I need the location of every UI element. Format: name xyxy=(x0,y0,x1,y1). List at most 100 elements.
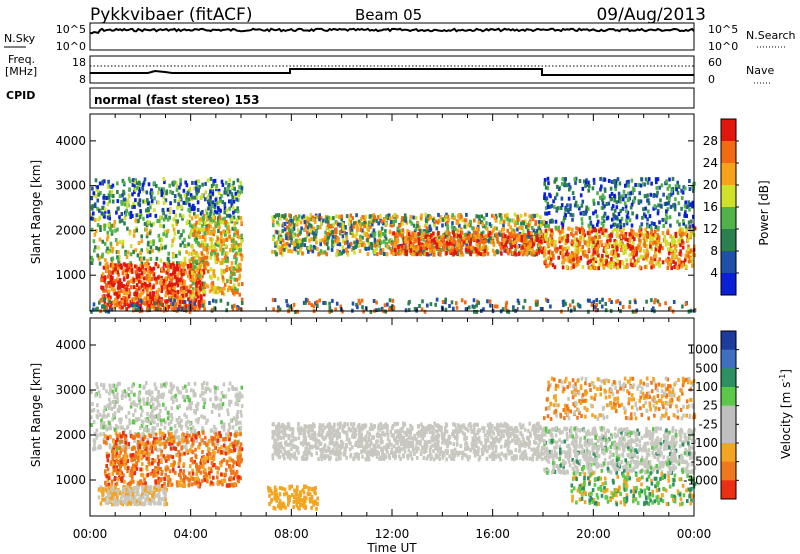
scatter-cell xyxy=(629,205,633,210)
scatter-cell xyxy=(523,298,527,303)
scatter-cell xyxy=(149,270,152,275)
scatter-cell xyxy=(140,248,143,253)
scatter-cell xyxy=(166,207,170,212)
scatter-cell xyxy=(123,197,127,202)
scatter-cell xyxy=(302,214,306,219)
scatter-cell xyxy=(93,431,97,436)
scatter-cell xyxy=(238,245,242,250)
scatter-cell xyxy=(595,266,599,271)
scatter-cell xyxy=(639,254,643,259)
scatter-cell xyxy=(425,226,429,231)
scatter-cell xyxy=(201,428,205,433)
scatter-cell xyxy=(207,206,210,211)
scatter-cell xyxy=(691,204,694,209)
scatter-cell xyxy=(192,292,195,297)
scatter-cell xyxy=(468,219,472,224)
scatter-cell xyxy=(594,246,598,251)
scatter-cell xyxy=(318,238,322,243)
scatter-cell xyxy=(107,294,110,299)
scatter-cell xyxy=(198,303,202,308)
scatter-cell xyxy=(221,260,225,265)
scatter-cell xyxy=(450,215,454,220)
scatter-cell xyxy=(581,199,585,204)
scatter-cell xyxy=(559,230,562,235)
scatter-cell xyxy=(140,275,144,280)
scatter-cell xyxy=(99,191,102,195)
scatter-cell xyxy=(139,251,142,255)
scatter-cell xyxy=(381,232,385,236)
scatter-cell xyxy=(183,237,186,242)
scatter-cell xyxy=(667,256,670,261)
scatter-cell xyxy=(315,240,318,245)
scatter-cell xyxy=(476,238,479,243)
scatter-cell xyxy=(421,250,424,255)
scatter-cell xyxy=(218,225,221,230)
scatter-cell xyxy=(116,425,119,430)
scatter-cell xyxy=(199,243,202,248)
scatter-cell xyxy=(420,235,423,240)
scatter-cell xyxy=(610,197,613,201)
scatter-cell xyxy=(665,212,668,217)
scatter-cell xyxy=(437,212,440,217)
scatter-cell xyxy=(108,397,111,402)
scatter-cell xyxy=(446,241,450,246)
scatter-cell xyxy=(465,243,468,248)
scatter-cell xyxy=(169,420,173,424)
scatter-cell xyxy=(386,302,389,307)
scatter-cell xyxy=(439,214,442,219)
scatter-cell xyxy=(164,293,167,298)
scatter-cell xyxy=(614,180,617,185)
scatter-cell xyxy=(517,251,521,256)
scatter-cell xyxy=(231,238,235,243)
scatter-cell xyxy=(141,408,144,413)
scatter-cell xyxy=(127,410,131,415)
scatter-cell xyxy=(356,226,359,231)
scatter-cell xyxy=(600,243,604,248)
scatter-cell xyxy=(547,211,551,215)
scatter-cell xyxy=(150,267,154,272)
scatter-cell xyxy=(689,202,693,207)
scatter-cell xyxy=(674,184,678,189)
scatter-cell xyxy=(539,246,543,250)
scatter-cell xyxy=(113,302,117,307)
scatter-cell xyxy=(142,401,146,406)
scatter-cell xyxy=(679,249,682,254)
scatter-cell xyxy=(134,303,138,307)
scatter-cell xyxy=(196,207,200,212)
scatter-cell xyxy=(657,260,660,265)
scatter-cell xyxy=(405,220,409,225)
scatter-cell xyxy=(435,219,438,224)
scatter-cell xyxy=(359,237,362,242)
scatter-cell xyxy=(326,232,330,236)
scatter-cell xyxy=(291,228,294,233)
scatter-cell xyxy=(608,233,612,238)
scatter-cell xyxy=(235,264,239,269)
scatter-cell xyxy=(613,180,616,185)
scatter-cell xyxy=(271,297,275,302)
scatter-cell xyxy=(615,254,618,259)
scatter-cell xyxy=(220,193,223,198)
scatter-cell xyxy=(218,215,222,220)
scatter-cell xyxy=(475,231,478,236)
scatter-cell xyxy=(200,383,204,387)
scatter-cell xyxy=(188,309,192,314)
scatter-cell xyxy=(188,307,192,312)
scatter-cell xyxy=(189,274,193,279)
scatter-cell xyxy=(509,244,513,249)
scatter-cell xyxy=(625,264,628,269)
scatter-cell xyxy=(641,182,645,187)
scatter-cell xyxy=(471,249,474,254)
scatter-cell xyxy=(663,202,667,207)
scatter-cell xyxy=(623,234,627,239)
scatter-cell xyxy=(285,242,289,246)
scatter-cell xyxy=(363,215,366,220)
scatter-cell xyxy=(290,225,294,230)
scatter-cell xyxy=(585,207,588,212)
scatter-cell xyxy=(181,216,184,221)
scatter-cell xyxy=(146,214,149,219)
scatter-cell xyxy=(596,246,599,251)
scatter-cell xyxy=(108,216,111,221)
scatter-cell xyxy=(493,252,497,257)
scatter-cell xyxy=(601,297,604,302)
scatter-cell xyxy=(566,236,569,241)
